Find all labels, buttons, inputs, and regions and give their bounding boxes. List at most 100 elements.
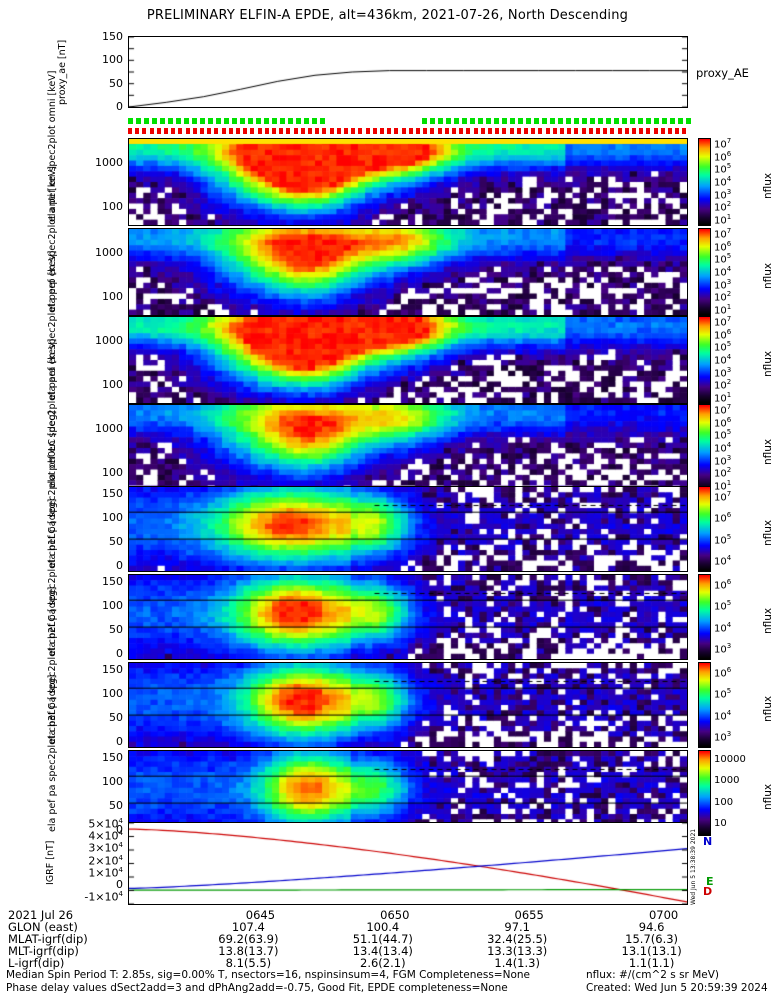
status-tick-red — [286, 128, 291, 134]
panel-pa-0-ytick-2: 50 — [109, 535, 123, 548]
colorbar-en-0-tick-2: 105 — [714, 162, 732, 176]
status-tick-green — [614, 118, 619, 124]
panel-igrf — [128, 822, 688, 905]
colorbar-pa-1 — [698, 574, 711, 660]
status-tick-green — [678, 118, 683, 124]
colorbar-en-0-tick-1: 106 — [714, 149, 732, 164]
status-tick-red — [236, 128, 240, 134]
status-tick-green — [574, 118, 579, 124]
status-tick-red — [567, 128, 572, 134]
status-tick-red — [430, 128, 435, 134]
proxy-ae-ytick-1: 100 — [102, 53, 123, 66]
panel-proxy-ae-ylabel: proxy_ae [nT] — [57, 39, 68, 105]
status-tick-green — [248, 118, 253, 124]
status-tick-red — [617, 128, 622, 134]
panel-pa-0-ytick-3: 0 — [116, 559, 123, 572]
panel-en-1-ytick-0: 1000 — [95, 245, 123, 259]
status-tick-red — [322, 128, 327, 134]
info-row-0-value-1: 100.4 — [366, 920, 400, 934]
colorbar-en-0-title: nflux — [762, 172, 774, 199]
colorbar-en-2-tick-5: 102 — [714, 378, 732, 392]
status-tick-green — [430, 118, 435, 124]
colorbar-pa-2-title: nflux — [762, 695, 774, 722]
footer-left-line1: Median Spin Period T: 2.85s, sig=0.00% T… — [6, 969, 530, 981]
colorbar-en-3-tick-4: 103 — [714, 453, 732, 467]
colorbar-en-2 — [698, 316, 711, 404]
proxy-ae-right-label: proxy_AE — [696, 66, 749, 80]
status-tick-green — [558, 118, 563, 124]
colorbar-en-2-title: nflux — [762, 350, 774, 377]
status-tick-red — [142, 128, 147, 134]
colorbar-en-2-tick-4: 103 — [714, 365, 732, 379]
panel-pa-1-ytick-3: 0 — [116, 647, 123, 660]
status-tick-red — [660, 128, 665, 134]
status-tick-red — [178, 128, 183, 134]
colorbar-pa-2-tick-2: 104 — [714, 708, 732, 723]
status-tick-red — [408, 128, 413, 134]
page-title: PRELIMINARY ELFIN-A EPDE, alt=436km, 202… — [146, 8, 629, 23]
info-row-3-value-3: 1.1(1.1) — [628, 956, 675, 970]
colorbar-en-1-tick-3: 104 — [714, 265, 732, 279]
status-tick-red — [171, 128, 176, 134]
status-tick-red — [394, 128, 399, 134]
footer-left-line2: Phase delay values dSect2add=3 and dPhAn… — [6, 982, 508, 994]
colorbar-en-1-tick-5: 102 — [714, 290, 732, 304]
status-tick-green — [272, 118, 277, 124]
status-tick-red — [214, 128, 219, 134]
colorbar-en-0-tick-3: 104 — [714, 175, 732, 189]
status-tick-red — [639, 128, 644, 134]
colorbar-en-0-tick-5: 102 — [714, 200, 732, 214]
colorbar-pa-1-tick-3: 103 — [714, 642, 732, 656]
status-tick-green — [478, 118, 483, 124]
status-tick-red — [682, 128, 687, 134]
panel-pa-1 — [128, 574, 688, 660]
status-tick-red — [264, 128, 269, 134]
colorbar-pa-1-tick-2: 104 — [714, 620, 732, 635]
status-tick-red — [509, 128, 514, 134]
status-tick-red — [250, 128, 255, 134]
status-tick-green — [152, 118, 157, 124]
panel-en-1-ytick-1: 100 — [102, 289, 123, 303]
status-tick-green — [128, 118, 133, 124]
info-row-2-value-3: 13.1(13.1) — [621, 944, 682, 958]
status-tick-green — [438, 118, 443, 124]
igrf-ytick-3: 2×104 — [88, 853, 123, 868]
info-row-1-value-3: 15.7(6.3) — [625, 932, 679, 946]
status-tick-red — [207, 128, 212, 134]
status-tick-red — [452, 128, 456, 134]
igrf-ytick-6: -1×104 — [84, 890, 123, 904]
colorbar-pa-3-tick-1: 1000 — [714, 775, 740, 787]
status-tick-green — [646, 118, 651, 124]
info-row-1-value-1: 51.1(44.7) — [352, 932, 413, 946]
status-tick-red — [308, 128, 312, 134]
igrf-timestamp: Wed Jun 5 13:38:39 2021 — [690, 828, 697, 905]
status-tick-green — [280, 118, 285, 124]
status-tick-red — [545, 128, 550, 134]
panel-en-0-ytick-1: 100 — [102, 199, 123, 213]
proxy-ae-ytick-2: 50 — [109, 77, 123, 90]
status-tick-red — [344, 128, 348, 134]
panel-pa-2-ytick-0: 150 — [102, 663, 123, 676]
status-tick-red — [279, 128, 284, 134]
colorbar-en-3-tick-5: 102 — [714, 466, 732, 480]
status-tick-green — [304, 118, 309, 124]
status-tick-green — [208, 118, 213, 124]
status-tick-red — [603, 128, 608, 134]
colorbar-en-1-title: nflux — [762, 262, 774, 289]
colorbar-pa-0-title: nflux — [762, 519, 774, 546]
status-tick-red — [531, 128, 536, 134]
spectrogram-pa-3 — [129, 751, 687, 835]
xaxis-tick-0: 0645 — [245, 908, 276, 922]
colorbar-pa-1-tick-1: 105 — [714, 599, 732, 613]
colorbar-pa-0-tick-2: 105 — [714, 532, 732, 547]
xaxis-tick-1: 0650 — [380, 908, 410, 922]
status-tick-red — [632, 128, 636, 134]
status-tick-green — [622, 118, 627, 124]
igrf-ytick-0: 5×104 — [88, 817, 123, 831]
panel-pa-3-ytick-0: 150 — [102, 751, 123, 764]
panel-pa-3-ytick-3: 0 — [116, 823, 123, 836]
panel-pa-0 — [128, 486, 688, 572]
status-tick-green — [232, 118, 237, 124]
colorbar-en-1-tick-4: 103 — [714, 277, 732, 291]
status-tick-green — [598, 118, 603, 124]
